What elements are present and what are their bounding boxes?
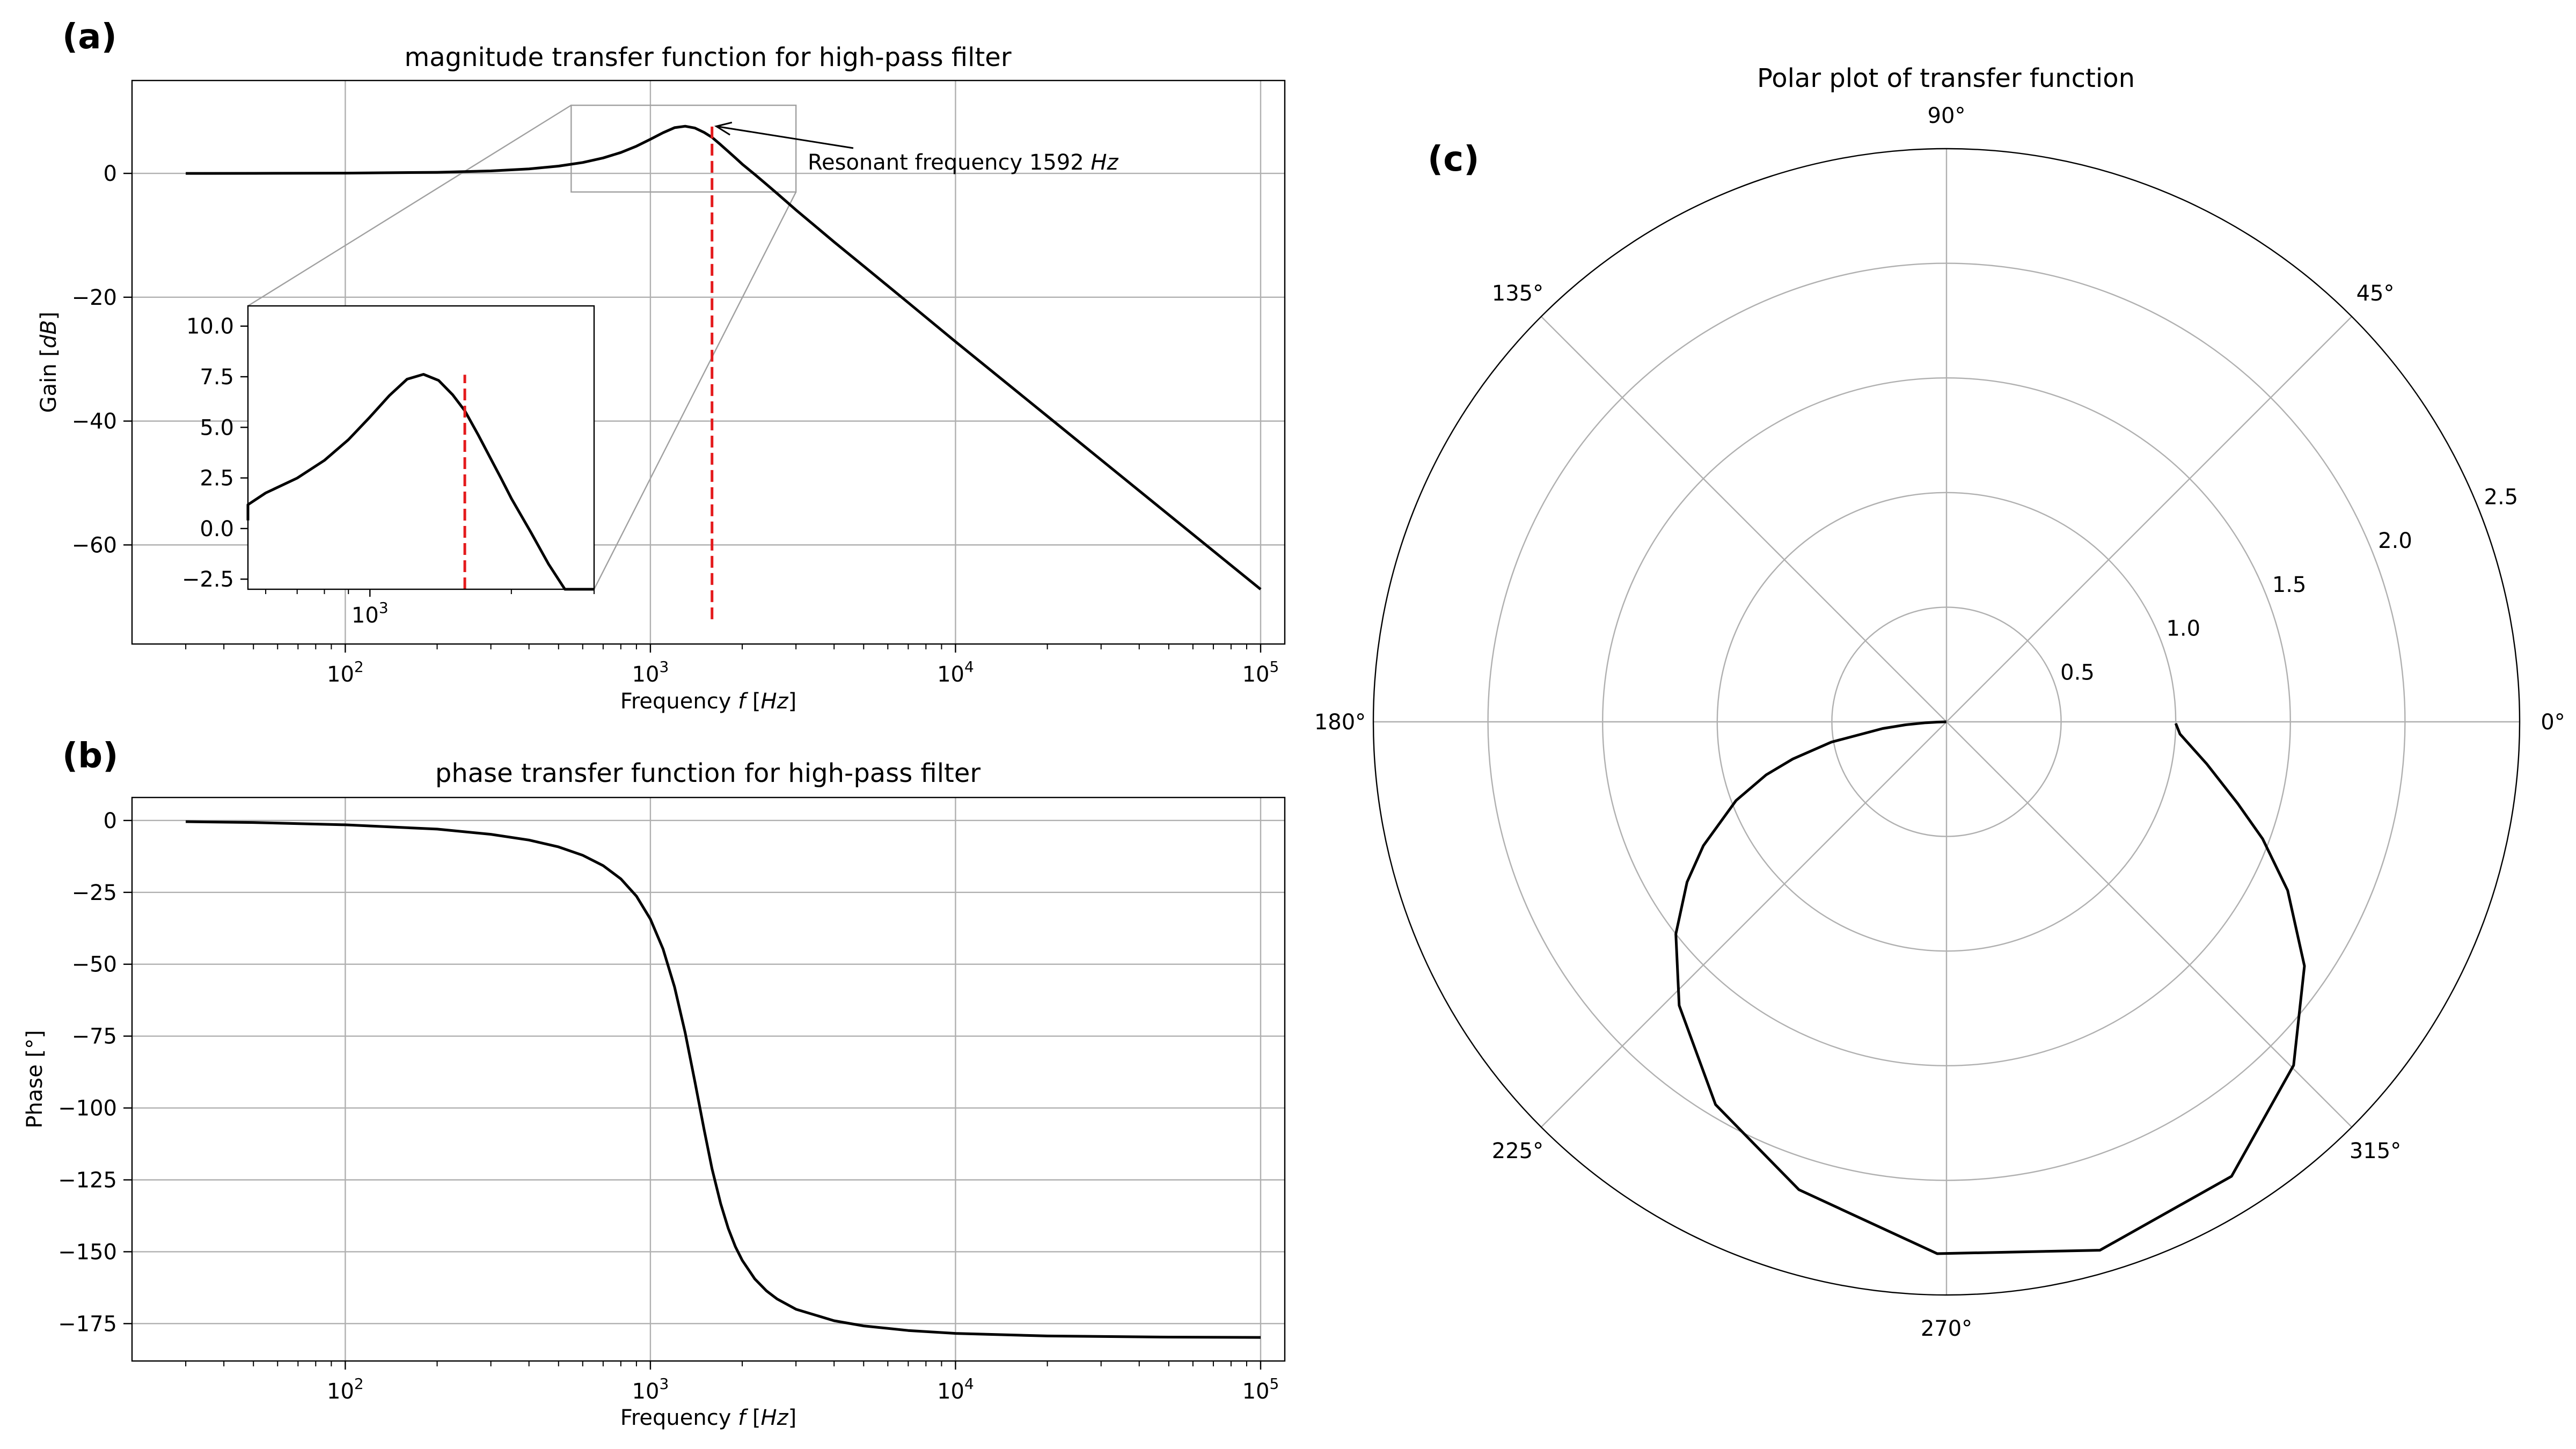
y-tick-label: −100 bbox=[58, 1096, 117, 1121]
y-tick-label: −40 bbox=[72, 409, 117, 434]
x-tick-label: 103 bbox=[632, 658, 669, 687]
polar-theta-tick-label: 180° bbox=[1314, 710, 1366, 735]
panel-label-b: (b) bbox=[62, 736, 118, 776]
phase-title: phase transfer function for high-pass fi… bbox=[435, 758, 981, 788]
y-tick-label: −20 bbox=[72, 286, 117, 310]
polar-theta-gridline bbox=[1946, 721, 2353, 1128]
inset-y-tick-label: −2.5 bbox=[182, 567, 234, 592]
zoom-connector bbox=[593, 192, 797, 590]
magnitude-chart: magnitude transfer function for high-pas… bbox=[36, 42, 1286, 714]
magnitude-inset-zoom-indicator bbox=[247, 104, 797, 590]
polar-chart: Polar plot of transfer function 0.5 1.0 1.… bbox=[1314, 63, 2565, 1341]
inset-ticks: 10.0 7.5 5.0 2.5 0.0 −2.5 103 bbox=[182, 314, 595, 628]
inset-y-tick-label: 10.0 bbox=[186, 314, 234, 339]
phase-curve bbox=[186, 820, 1261, 1339]
phase-ylabel: Phase [°] bbox=[23, 1030, 47, 1128]
annotation-text: Resonant frequency 1592 Hz bbox=[808, 150, 1118, 175]
inset-curve bbox=[246, 373, 594, 591]
y-tick-label: −25 bbox=[72, 881, 117, 905]
polar-theta-gridline bbox=[1946, 316, 2353, 722]
x-tick-label: 104 bbox=[937, 658, 974, 687]
phase-chart: phase transfer function for high-pass fi… bbox=[23, 758, 1286, 1430]
phase-ticks: 102 103 104 105 0 −25 −50 −75 −100 −125 −150 −175 bbox=[58, 809, 1279, 1404]
magnitude-inset: 10.0 7.5 5.0 2.5 0.0 −2.5 103 bbox=[182, 305, 595, 628]
x-tick-label: 104 bbox=[937, 1375, 974, 1404]
y-tick-label: −60 bbox=[72, 533, 117, 558]
polar-theta-tick-label: 225° bbox=[1492, 1139, 1543, 1163]
y-tick-label: −175 bbox=[58, 1312, 117, 1336]
magnitude-curve bbox=[186, 125, 1262, 591]
magnitude-title: magnitude transfer function for high-pas… bbox=[404, 42, 1011, 72]
polar-r-tick-label: 1.5 bbox=[2272, 573, 2307, 597]
polar-theta-gridline bbox=[1540, 316, 1947, 722]
y-tick-label: −150 bbox=[58, 1240, 117, 1264]
polar-theta-tick-label: 90° bbox=[1928, 104, 1966, 128]
x-tick-label: 103 bbox=[632, 1375, 669, 1404]
inset-frame bbox=[247, 305, 595, 590]
polar-r-tick-label: 2.5 bbox=[2484, 485, 2519, 509]
magnitude-axes-frame bbox=[131, 79, 1286, 645]
x-tick-label: 102 bbox=[327, 1375, 364, 1404]
zoom-rectangle bbox=[570, 104, 797, 193]
polar-ticks: 0.5 1.0 1.5 2.0 2.5 0° 45° 90° 135° 180° 225° 270° 3… bbox=[1314, 104, 2565, 1341]
polar-r-tick-label: 0.5 bbox=[2060, 660, 2095, 685]
inset-y-tick-label: 2.5 bbox=[200, 466, 234, 491]
y-tick-label: −50 bbox=[72, 953, 117, 977]
polar-frame bbox=[1372, 148, 2521, 1296]
polar-r-tick-label: 2.0 bbox=[2378, 529, 2412, 553]
annotation-arrow-head bbox=[714, 121, 733, 136]
x-tick-label: 102 bbox=[327, 658, 364, 687]
x-tick-label: 105 bbox=[1242, 1375, 1279, 1404]
y-tick-label: −125 bbox=[58, 1168, 117, 1193]
panel-label-c: (c) bbox=[1428, 140, 1479, 179]
zoom-connector bbox=[247, 105, 572, 307]
phase-grid bbox=[132, 797, 1285, 1361]
polar-theta-gridline bbox=[1540, 721, 1947, 1128]
polar-theta-tick-label: 0° bbox=[2541, 710, 2565, 735]
polar-r-tick-label: 1.0 bbox=[2166, 617, 2200, 641]
polar-curve bbox=[1674, 720, 2306, 1255]
polar-theta-tick-label: 45° bbox=[2357, 281, 2395, 306]
magnitude-xlabel: Frequency f [Hz] bbox=[620, 689, 796, 714]
panel-label-a: (a) bbox=[62, 17, 117, 57]
y-tick-label: 0 bbox=[104, 809, 117, 833]
magnitude-ylabel: Gain [dB] bbox=[36, 312, 61, 413]
magnitude-ticks: 102 103 104 105 0 −20 −40 −60 bbox=[72, 162, 1279, 687]
inset-y-tick-label: 5.0 bbox=[200, 415, 234, 440]
inset-y-tick-label: 7.5 bbox=[200, 365, 234, 390]
inset-y-tick-label: 0.0 bbox=[200, 517, 234, 541]
polar-theta-tick-label: 315° bbox=[2350, 1139, 2401, 1163]
y-tick-label: −75 bbox=[72, 1024, 117, 1049]
polar-theta-tick-label: 270° bbox=[1921, 1316, 1972, 1341]
polar-grid bbox=[1373, 149, 2520, 1295]
polar-title: Polar plot of transfer function bbox=[1757, 63, 2135, 93]
polar-theta-tick-label: 135° bbox=[1492, 281, 1543, 306]
annotation-arrow-line bbox=[716, 125, 854, 149]
inset-x-tick-label: 103 bbox=[352, 599, 389, 628]
phase-xlabel: Frequency f [Hz] bbox=[620, 1406, 796, 1430]
phase-axes-frame bbox=[131, 796, 1286, 1362]
y-tick-label: 0 bbox=[104, 162, 117, 186]
x-tick-label: 105 bbox=[1242, 658, 1279, 687]
inset-background bbox=[248, 306, 594, 589]
